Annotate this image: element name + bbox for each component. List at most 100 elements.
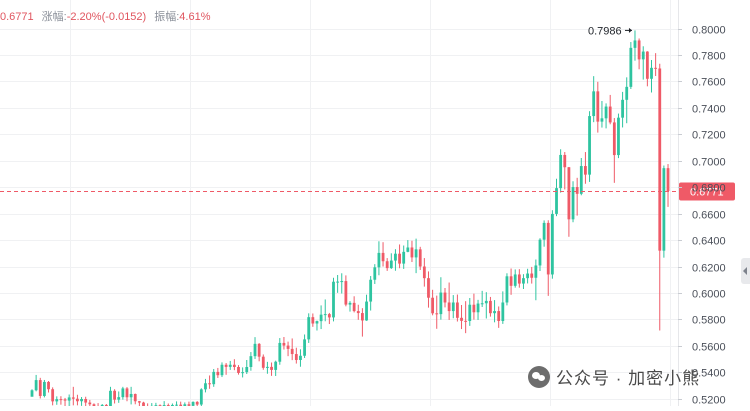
- candle: [580, 158, 583, 195]
- candle-body: [617, 118, 620, 155]
- candle: [654, 53, 657, 76]
- candle: [340, 273, 343, 293]
- candle: [439, 277, 442, 319]
- candle: [625, 77, 628, 123]
- candle: [642, 46, 645, 79]
- candle: [307, 313, 310, 343]
- candle-body: [216, 372, 219, 375]
- candle: [225, 363, 228, 375]
- candle-body: [328, 314, 331, 317]
- candle-body: [497, 311, 500, 321]
- candle: [386, 258, 389, 271]
- candle: [249, 352, 252, 371]
- candle-body: [361, 313, 364, 320]
- candle: [274, 361, 277, 376]
- candle-body: [634, 40, 637, 47]
- candle: [444, 288, 447, 307]
- candle-body: [291, 349, 294, 354]
- candle-body: [299, 356, 302, 360]
- candle: [559, 149, 562, 192]
- candle: [188, 402, 191, 406]
- candle-body: [254, 344, 257, 356]
- candle-body: [229, 365, 232, 367]
- candle-body: [88, 403, 91, 405]
- candle: [601, 101, 604, 128]
- candle-body: [605, 107, 608, 119]
- candle-body: [283, 343, 286, 346]
- watermark-text: 公众号 · 加密小熊: [556, 364, 700, 389]
- high-marker: 0.7986: [588, 25, 632, 37]
- candle: [208, 375, 211, 388]
- candle: [634, 30, 637, 60]
- y-tick-label: 0.6800: [692, 183, 726, 195]
- candle: [357, 305, 360, 320]
- candle: [555, 179, 558, 216]
- candle-body: [530, 274, 533, 278]
- candle-body: [278, 343, 281, 362]
- candle: [617, 114, 620, 159]
- candle-body: [489, 301, 492, 313]
- candle: [291, 338, 294, 360]
- collapse-toggle-button[interactable]: [741, 258, 750, 284]
- y-axis[interactable]: 0.80000.78000.76000.74000.72000.70000.68…: [678, 0, 726, 406]
- candle: [84, 397, 87, 406]
- candle: [266, 362, 269, 374]
- candle-body: [464, 321, 467, 322]
- candle-body: [526, 274, 529, 279]
- candle-body: [551, 214, 554, 275]
- candle: [390, 253, 393, 269]
- candle: [35, 375, 38, 391]
- candle: [514, 269, 517, 287]
- candle: [530, 267, 533, 284]
- candle-body: [411, 247, 414, 257]
- candle-body: [109, 391, 112, 406]
- candle-body: [460, 318, 463, 321]
- candle-body: [431, 298, 434, 314]
- candle-body: [543, 223, 546, 240]
- candle: [402, 246, 405, 269]
- candle: [497, 306, 500, 327]
- candle-body: [266, 367, 269, 368]
- candle-body: [241, 372, 244, 373]
- candle-body: [592, 91, 595, 116]
- y-tick-label: 0.7000: [692, 157, 726, 169]
- candles: [31, 30, 670, 406]
- candle: [506, 273, 509, 305]
- candle: [245, 360, 248, 374]
- candle-body: [84, 399, 87, 403]
- candle: [278, 338, 281, 365]
- candle-body: [373, 267, 376, 279]
- candle: [534, 260, 537, 301]
- candle: [287, 342, 290, 357]
- candle-body: [68, 397, 71, 400]
- candle: [47, 381, 50, 393]
- candle-body: [303, 339, 306, 355]
- candle: [121, 387, 124, 400]
- candle-body: [402, 252, 405, 264]
- candle: [229, 361, 232, 370]
- candle: [76, 395, 79, 406]
- candle: [216, 368, 219, 378]
- last-price-value: 0.6771: [0, 11, 34, 23]
- candle: [464, 301, 467, 333]
- wechat-icon: [528, 366, 550, 388]
- candle: [584, 152, 587, 184]
- candle: [254, 337, 257, 359]
- candle: [638, 38, 641, 69]
- candle: [175, 401, 178, 406]
- candle: [353, 296, 356, 312]
- candle: [477, 300, 480, 320]
- candle-body: [559, 155, 562, 188]
- candle: [485, 292, 488, 318]
- candle: [183, 402, 186, 406]
- candle-body: [518, 274, 521, 283]
- candle: [473, 294, 476, 320]
- candle: [609, 95, 612, 124]
- candle-body: [262, 357, 265, 368]
- candle-body: [134, 394, 137, 401]
- candle: [365, 295, 368, 321]
- candle: [262, 354, 265, 369]
- candle-body: [580, 166, 583, 194]
